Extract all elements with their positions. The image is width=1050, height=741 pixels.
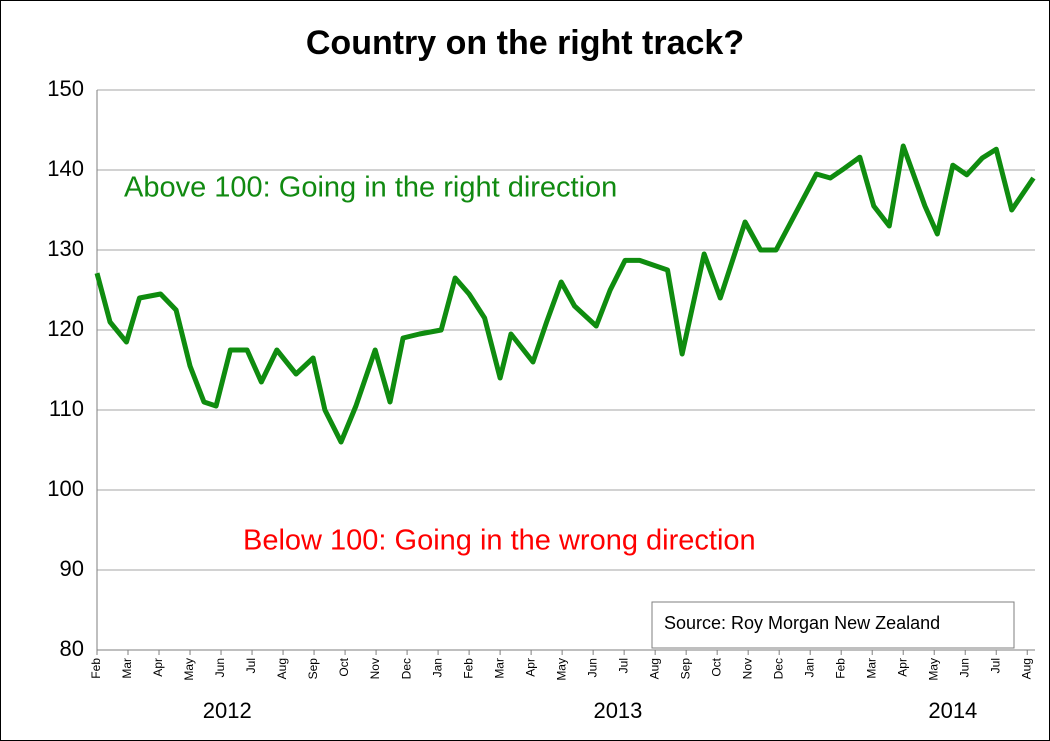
x-tick-label: May (926, 658, 940, 681)
x-tick-label: Apr (523, 658, 537, 677)
x-tick-label: Nov (740, 658, 754, 679)
x-tick-label: Dec (399, 658, 413, 679)
chart-title: Country on the right track? (306, 24, 744, 62)
y-tick-label: 130 (47, 236, 84, 261)
x-tick-label: Aug (1019, 658, 1033, 679)
x-tick-label: Jan (802, 658, 816, 677)
y-tick-label: 100 (47, 476, 84, 501)
x-tick-label: Jun (213, 658, 227, 677)
source: Source: Roy Morgan New Zealand (664, 613, 940, 633)
x-tick-label: May (182, 658, 196, 681)
x-tick-label: Oct (337, 657, 351, 676)
x-tick-label: Jun (585, 658, 599, 677)
x-tick-label: May (554, 658, 568, 681)
annotation: Below 100: Going in the wrong direction (243, 525, 756, 557)
x-tick-label: Nov (368, 658, 382, 679)
x-tick-label: Jul (988, 658, 1002, 673)
x-tick-label: Mar (120, 658, 134, 679)
x-tick-label: Jul (244, 658, 258, 673)
x-tick-label: Feb (461, 658, 475, 679)
line (94, 143, 1036, 445)
x-tick-label: Sep (678, 658, 692, 680)
x-tick-label: Jul (616, 658, 630, 673)
year-label: 2013 (593, 698, 642, 723)
x-tick-label: Mar (864, 658, 878, 679)
annotation: Above 100: Going in the right direction (124, 172, 617, 204)
year-label: 2012 (203, 698, 252, 723)
x-tick-label: Jun (957, 658, 971, 677)
y-tick-label: 90 (60, 556, 84, 581)
source-box (651, 601, 1015, 649)
y-tick-label: 120 (47, 316, 84, 341)
y-tick-label: 110 (49, 396, 84, 421)
y-tick-label: 80 (60, 636, 84, 661)
x-tick-label: Apr (895, 658, 909, 677)
x-tick-label: Dec (771, 658, 785, 679)
y-tick-label: 140 (47, 156, 84, 181)
x-tick-label: Aug (647, 658, 661, 679)
x-tick-label: Apr (151, 658, 165, 677)
x-tick-label: Feb (89, 658, 103, 679)
x-tick-label: Oct (709, 657, 723, 676)
x-tick-label: Sep (306, 658, 320, 680)
year-label: 2014 (928, 698, 977, 723)
x-tick-label: Feb (833, 658, 847, 679)
x-tick-label: Jan (430, 658, 444, 677)
x-tick-label: Aug (275, 658, 289, 679)
y-tick-label: 150 (47, 76, 84, 101)
x-tick-label: Mar (492, 658, 506, 679)
